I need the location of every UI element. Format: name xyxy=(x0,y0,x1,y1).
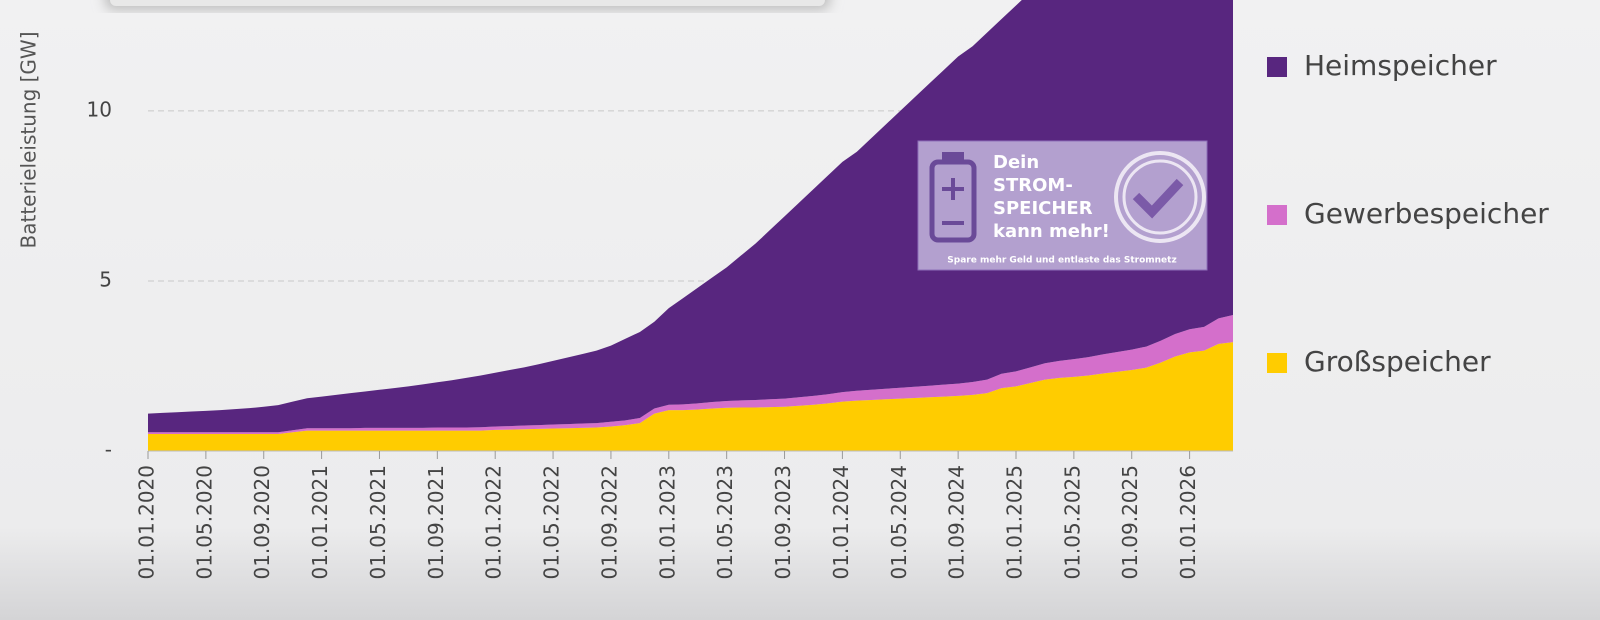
battery-signs xyxy=(942,178,964,225)
y-tick-label: 5 xyxy=(99,267,112,291)
x-tick-label: 01.01.2023 xyxy=(655,465,679,580)
x-tick-label: 01.01.2024 xyxy=(829,465,853,580)
check-ring-inner xyxy=(1122,159,1198,235)
badge-footer: Spare mehr Geld und entlaste das Stromne… xyxy=(947,256,1176,266)
x-tick-label: 01.09.2022 xyxy=(597,465,621,580)
plot-area xyxy=(148,0,1233,451)
x-tick-label: 01.01.2025 xyxy=(1003,465,1027,580)
check-mark xyxy=(1132,178,1184,219)
x-tick-label: 01.05.2024 xyxy=(887,465,911,580)
x-tick-label: 01.01.2020 xyxy=(135,465,159,580)
y-tick-label: 10 xyxy=(87,97,112,121)
legend-swatch xyxy=(1267,57,1287,77)
x-tick-label: 01.09.2024 xyxy=(945,465,969,580)
x-tick-label: 01.05.2021 xyxy=(366,465,390,580)
legend-swatch xyxy=(1267,353,1287,373)
x-tick-label: 01.09.2020 xyxy=(250,465,274,580)
y-axis-label: Batterieleistung [GW] xyxy=(17,31,41,248)
x-tick-label: 01.05.2020 xyxy=(192,465,216,580)
legend-label: Gewerbespeicher xyxy=(1304,197,1549,230)
badge-text: SPEICHER xyxy=(993,198,1093,219)
badge-text: kann mehr! xyxy=(993,221,1110,242)
battery-cap xyxy=(942,152,964,162)
badge-text: Dein xyxy=(993,152,1039,173)
x-tick-label: 01.09.2023 xyxy=(771,465,795,580)
y-tick-label: - xyxy=(105,438,112,462)
badge-text: STROM- xyxy=(993,175,1073,196)
area xyxy=(148,342,1233,451)
legend-swatch xyxy=(1267,205,1287,225)
x-tick-label: 01.09.2025 xyxy=(1118,465,1142,580)
badge: Dein STROM- SPEICHER kann mehr! Spare me… xyxy=(917,140,1208,271)
legend-label: Heimspeicher xyxy=(1304,49,1497,82)
x-tick-label: 01.05.2025 xyxy=(1060,465,1084,580)
x-tick-label: 01.05.2022 xyxy=(540,465,564,580)
check-ring xyxy=(1114,151,1206,243)
x-tick-label: 01.05.2023 xyxy=(713,465,737,580)
x-tick-label: 01.09.2021 xyxy=(424,465,448,580)
area xyxy=(148,314,1233,434)
x-tick-label: 01.01.2021 xyxy=(308,465,332,580)
legend-label: Großspeicher xyxy=(1304,345,1491,378)
x-tick-label: 01.01.2026 xyxy=(1176,465,1200,580)
area xyxy=(148,0,1233,433)
x-tick-label: 01.01.2022 xyxy=(482,465,506,580)
header-box xyxy=(110,0,825,6)
